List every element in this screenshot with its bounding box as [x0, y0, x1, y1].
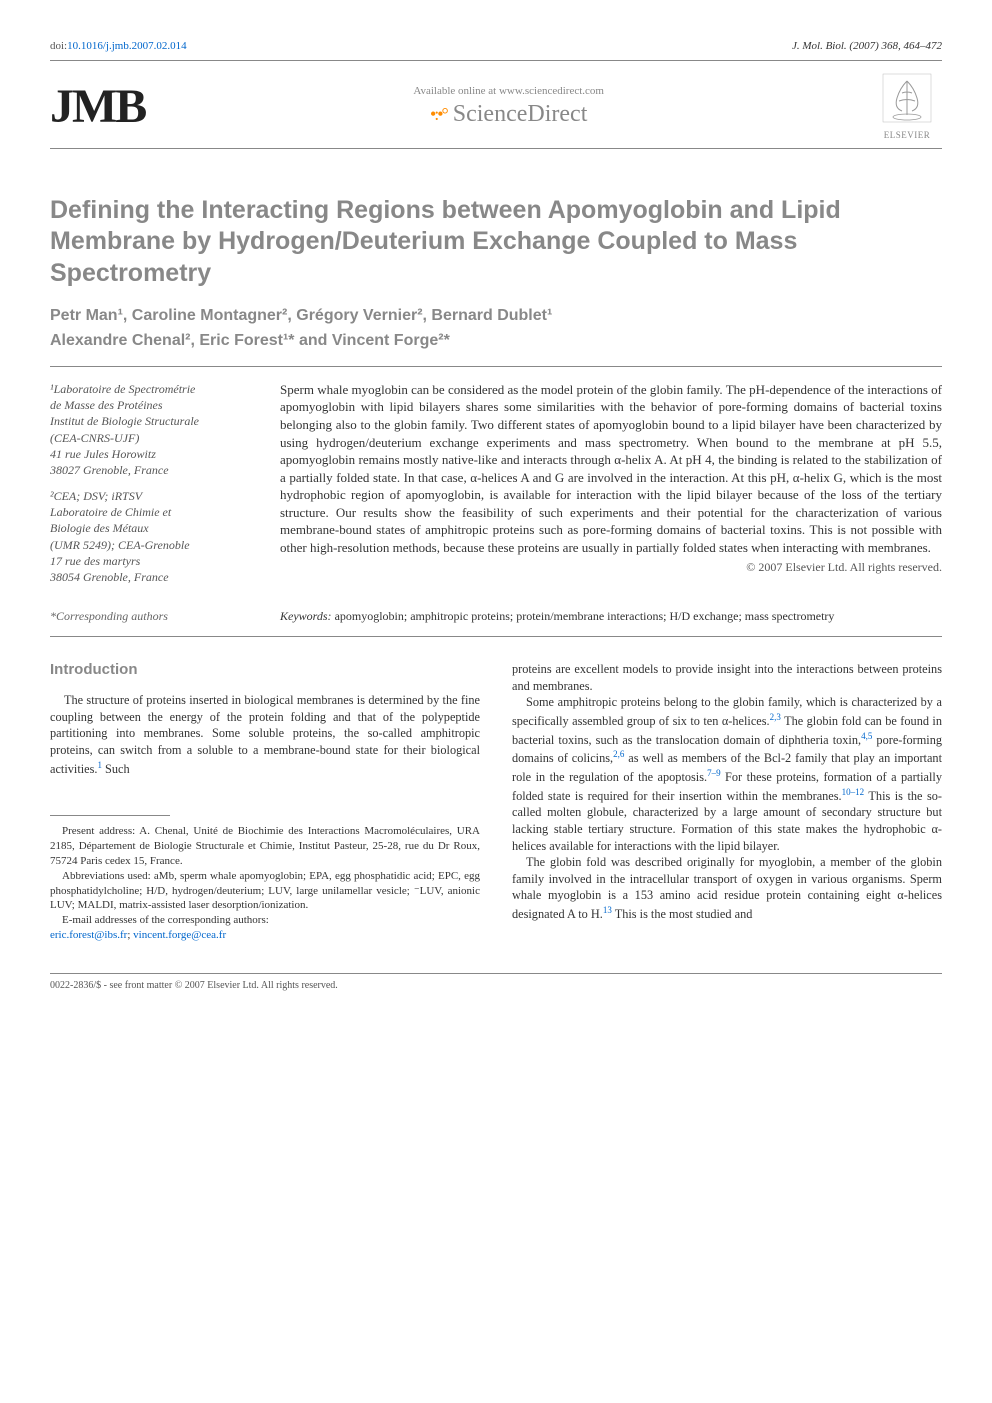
- sciencedirect-block: Available online at www.sciencedirect.co…: [145, 85, 872, 128]
- body-columns: Introduction The structure of proteins i…: [50, 661, 942, 943]
- body-left-column: Introduction The structure of proteins i…: [50, 661, 480, 943]
- affil-line: 38027 Grenoble, France: [50, 462, 250, 478]
- footnote-abbreviations: Abbreviations used: aMb, sperm whale apo…: [50, 869, 480, 914]
- ref-citation[interactable]: 2,3: [770, 712, 781, 722]
- footnote-rule: [50, 815, 170, 816]
- email-link-1[interactable]: eric.forest@ibs.fr: [50, 929, 127, 941]
- footnote-emails: E-mail addresses of the corresponding au…: [50, 913, 480, 943]
- affil-line: (CEA-CNRS-UJF): [50, 430, 250, 446]
- email-link-2[interactable]: vincent.forge@cea.fr: [133, 929, 226, 941]
- header-underline: [50, 148, 942, 149]
- affil-line: ¹Laboratoire de Spectrométrie: [50, 381, 250, 397]
- sciencedirect-icon: •:•°: [430, 104, 447, 125]
- doi-prefix: doi:: [50, 40, 67, 52]
- affil-line: Institut de Biologie Structurale: [50, 413, 250, 429]
- sciencedirect-text: ScienceDirect: [453, 101, 588, 128]
- footnote-present-address: Present address: A. Chenal, Unité de Bio…: [50, 824, 480, 869]
- doi-left: doi:10.1016/j.jmb.2007.02.014: [50, 40, 187, 52]
- keywords-row: *Corresponding authors Keywords: apomyog…: [50, 609, 942, 624]
- authors-line-2: Alexandre Chenal², Eric Forest¹* and Vin…: [50, 330, 942, 352]
- doi-link[interactable]: 10.1016/j.jmb.2007.02.014: [67, 40, 186, 52]
- body-paragraph: Some amphitropic proteins belong to the …: [512, 694, 942, 854]
- ref-citation[interactable]: 4,5: [861, 731, 872, 741]
- ref-citation[interactable]: 13: [603, 905, 612, 915]
- affil-line: ²CEA; DSV; iRTSV: [50, 488, 250, 504]
- abstract-copyright: © 2007 Elsevier Ltd. All rights reserved…: [280, 560, 942, 575]
- keywords: Keywords: apomyoglobin; amphitropic prot…: [280, 609, 942, 624]
- affil-line: 41 rue Jules Horowitz: [50, 446, 250, 462]
- ref-citation[interactable]: 2,6: [613, 749, 624, 759]
- doi-header: doi:10.1016/j.jmb.2007.02.014 J. Mol. Bi…: [50, 40, 942, 52]
- body-right-column: proteins are excellent models to provide…: [512, 661, 942, 943]
- available-online-text: Available online at www.sciencedirect.co…: [145, 85, 872, 97]
- affil-line: Laboratoire de Chimie et: [50, 504, 250, 520]
- para-text: proteins are excellent models to provide…: [512, 662, 942, 693]
- sciencedirect-logo: •:•° ScienceDirect: [145, 101, 872, 128]
- header-bar: JMB Available online at www.sciencedirec…: [50, 73, 942, 140]
- affil-line: (UMR 5249); CEA-Grenoble: [50, 537, 250, 553]
- title-block: Defining the Interacting Regions between…: [50, 195, 942, 289]
- bottom-copyright: 0022-2836/$ - see front matter © 2007 El…: [50, 980, 942, 991]
- affiliations-column: ¹Laboratoire de Spectrométrie de Masse d…: [50, 381, 250, 595]
- corresponding-authors: *Corresponding authors: [50, 609, 250, 624]
- body-paragraph: proteins are excellent models to provide…: [512, 661, 942, 694]
- bottom-rule: [50, 973, 942, 974]
- jmb-logo: JMB: [50, 79, 145, 134]
- meta-rule-bottom: [50, 636, 942, 637]
- introduction-heading: Introduction: [50, 661, 480, 678]
- ref-citation[interactable]: 7–9: [707, 768, 721, 778]
- para-tail: Such: [102, 762, 130, 776]
- abstract-column: Sperm whale myoglobin can be considered …: [280, 381, 942, 595]
- affil-line: 17 rue des martyrs: [50, 553, 250, 569]
- affil-line: Biologie des Métaux: [50, 520, 250, 536]
- top-rule: [50, 60, 942, 61]
- elsevier-block: ELSEVIER: [872, 73, 942, 140]
- affil-line: 38054 Grenoble, France: [50, 569, 250, 585]
- para-text: This is the most studied and: [612, 907, 753, 921]
- keywords-label: Keywords:: [280, 609, 332, 623]
- elsevier-label: ELSEVIER: [872, 130, 942, 140]
- email-label: E-mail addresses of the corresponding au…: [62, 914, 269, 926]
- affil-line: de Masse des Protéines: [50, 397, 250, 413]
- meta-body: ¹Laboratoire de Spectrométrie de Masse d…: [50, 381, 942, 595]
- ref-citation[interactable]: 10–12: [842, 787, 865, 797]
- elsevier-tree-icon: [882, 73, 932, 123]
- affiliation-2: ²CEA; DSV; iRTSV Laboratoire de Chimie e…: [50, 488, 250, 585]
- authors-line-1: Petr Man¹, Caroline Montagner², Grégory …: [50, 305, 942, 327]
- affiliation-1: ¹Laboratoire de Spectrométrie de Masse d…: [50, 381, 250, 478]
- intro-paragraph: The structure of proteins inserted in bi…: [50, 692, 480, 777]
- body-paragraph: The globin fold was described originally…: [512, 854, 942, 922]
- abstract-text: Sperm whale myoglobin can be considered …: [280, 381, 942, 556]
- article-title: Defining the Interacting Regions between…: [50, 195, 942, 289]
- meta-rule-top: [50, 366, 942, 367]
- journal-reference: J. Mol. Biol. (2007) 368, 464–472: [792, 40, 942, 52]
- keywords-text: apomyoglobin; amphitropic proteins; prot…: [332, 609, 835, 623]
